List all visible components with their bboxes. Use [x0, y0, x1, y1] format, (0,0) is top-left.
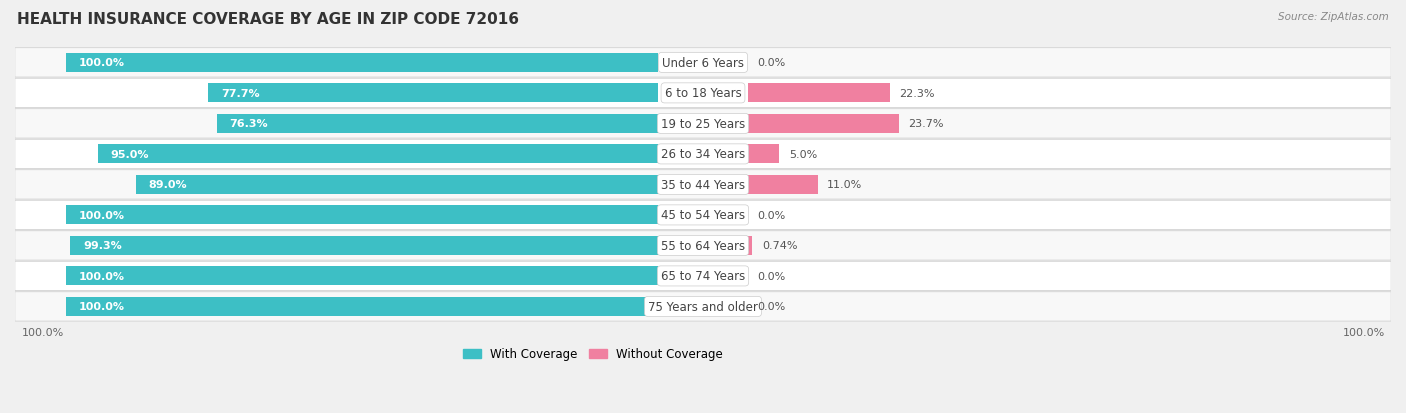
FancyBboxPatch shape: [15, 231, 1391, 261]
Bar: [748, 236, 752, 255]
Bar: [98, 145, 658, 164]
Bar: [136, 176, 658, 195]
Text: 77.7%: 77.7%: [221, 89, 259, 99]
FancyBboxPatch shape: [15, 79, 1391, 108]
Text: HEALTH INSURANCE COVERAGE BY AGE IN ZIP CODE 72016: HEALTH INSURANCE COVERAGE BY AGE IN ZIP …: [17, 12, 519, 27]
FancyBboxPatch shape: [15, 201, 1391, 230]
Bar: [66, 206, 658, 225]
Text: 100.0%: 100.0%: [79, 210, 125, 221]
Text: 55 to 64 Years: 55 to 64 Years: [661, 240, 745, 252]
Legend: With Coverage, Without Coverage: With Coverage, Without Coverage: [458, 343, 728, 366]
Text: 75 Years and older: 75 Years and older: [648, 300, 758, 313]
Text: 100.0%: 100.0%: [79, 58, 125, 68]
FancyBboxPatch shape: [15, 292, 1391, 321]
Text: 100.0%: 100.0%: [79, 302, 125, 312]
Text: 35 to 44 Years: 35 to 44 Years: [661, 178, 745, 192]
Text: 100.0%: 100.0%: [21, 328, 63, 337]
Text: 11.0%: 11.0%: [827, 180, 862, 190]
Text: 89.0%: 89.0%: [149, 180, 187, 190]
Text: 22.3%: 22.3%: [900, 89, 935, 99]
Bar: [748, 176, 818, 195]
Text: 5.0%: 5.0%: [789, 150, 817, 159]
FancyBboxPatch shape: [15, 262, 1391, 291]
Bar: [66, 267, 658, 286]
Bar: [66, 297, 658, 316]
Text: 0.0%: 0.0%: [758, 271, 786, 281]
Text: 100.0%: 100.0%: [1343, 328, 1385, 337]
Bar: [66, 54, 658, 73]
Text: 0.74%: 0.74%: [762, 241, 797, 251]
Text: 0.0%: 0.0%: [758, 302, 786, 312]
FancyBboxPatch shape: [15, 170, 1391, 199]
Text: 0.0%: 0.0%: [758, 210, 786, 221]
Text: 45 to 54 Years: 45 to 54 Years: [661, 209, 745, 222]
Text: 100.0%: 100.0%: [79, 271, 125, 281]
Text: Source: ZipAtlas.com: Source: ZipAtlas.com: [1278, 12, 1389, 22]
Bar: [217, 115, 658, 133]
FancyBboxPatch shape: [15, 140, 1391, 169]
FancyBboxPatch shape: [15, 109, 1391, 139]
Bar: [748, 115, 898, 133]
Text: 95.0%: 95.0%: [111, 150, 149, 159]
Text: 0.0%: 0.0%: [758, 58, 786, 68]
Text: 99.3%: 99.3%: [83, 241, 122, 251]
Text: Under 6 Years: Under 6 Years: [662, 57, 744, 70]
Text: 76.3%: 76.3%: [229, 119, 269, 129]
Bar: [70, 236, 658, 255]
Bar: [748, 145, 779, 164]
FancyBboxPatch shape: [15, 49, 1391, 78]
Text: 23.7%: 23.7%: [908, 119, 943, 129]
Text: 6 to 18 Years: 6 to 18 Years: [665, 87, 741, 100]
Text: 19 to 25 Years: 19 to 25 Years: [661, 118, 745, 131]
Bar: [748, 84, 890, 103]
Bar: [208, 84, 658, 103]
Text: 26 to 34 Years: 26 to 34 Years: [661, 148, 745, 161]
Text: 65 to 74 Years: 65 to 74 Years: [661, 270, 745, 283]
